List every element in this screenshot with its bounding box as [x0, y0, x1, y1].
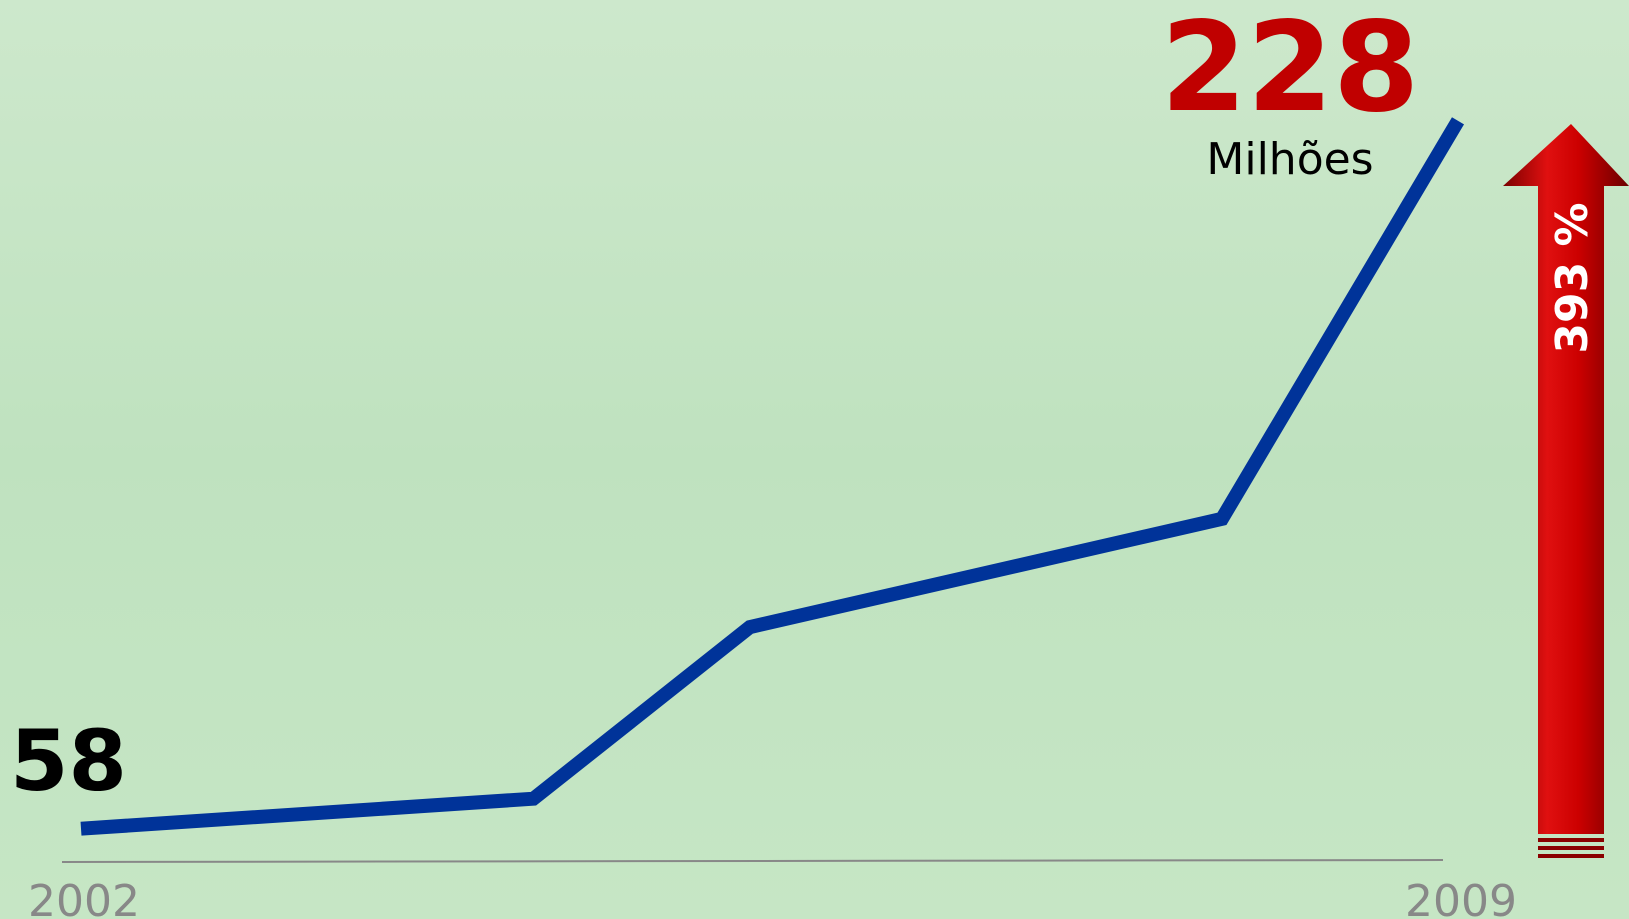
- unit-label: Milhões: [1206, 134, 1373, 185]
- data-line: [80, 117, 1465, 836]
- arrow-base: [1538, 854, 1604, 858]
- x-axis: [61, 859, 1444, 863]
- end-value-label: 228: [1161, 0, 1420, 140]
- growth-label: 393 %: [1547, 202, 1598, 353]
- start-value-label: 58: [10, 712, 127, 810]
- arrow-base: [1538, 846, 1604, 850]
- arrow-body: [1503, 124, 1629, 834]
- x-tick-label: 2002: [28, 876, 140, 919]
- arrow-base: [1538, 838, 1604, 842]
- growth-arrow: [1503, 124, 1629, 858]
- x-tick-label: 2009: [1405, 876, 1517, 919]
